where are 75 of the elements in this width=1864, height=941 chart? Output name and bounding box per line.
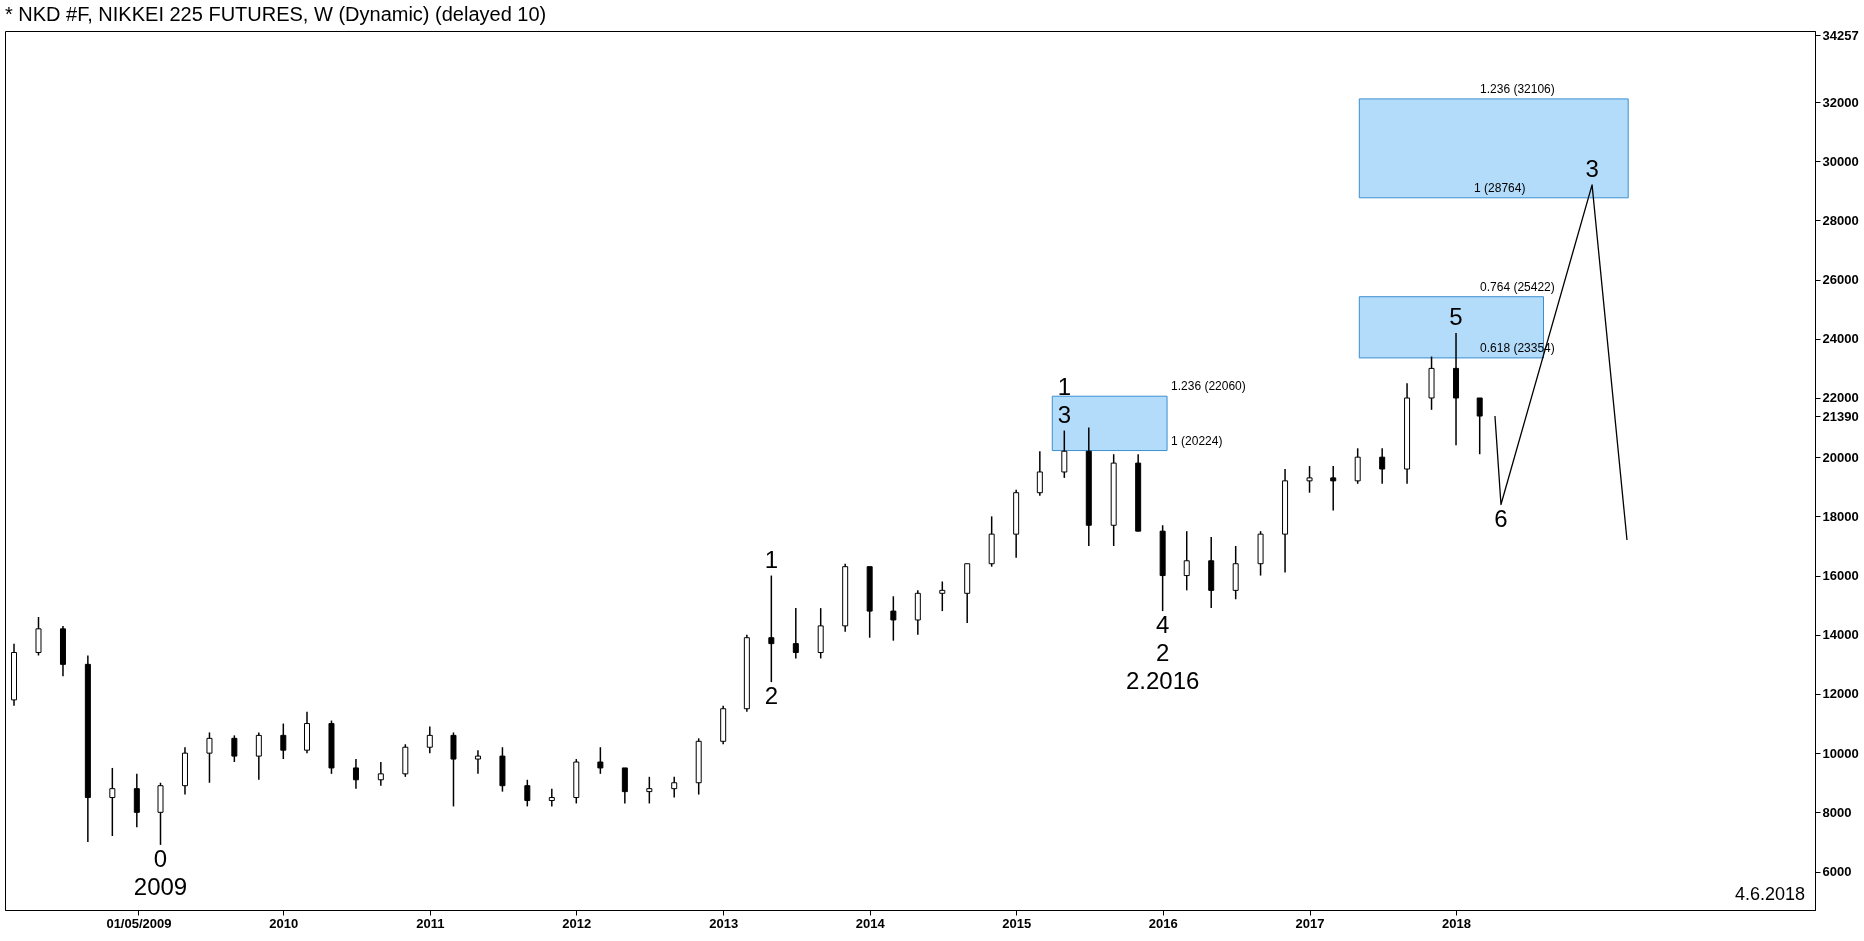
annotation: 2009 — [133, 872, 188, 900]
candlestick — [450, 731, 457, 808]
annotation: 2.2016 — [1125, 667, 1200, 695]
annotation: 1.236 (32106) — [1480, 81, 1555, 96]
candlestick — [1183, 530, 1190, 592]
candlestick — [255, 731, 262, 781]
y-tick-label: 20000 — [1822, 449, 1859, 465]
y-tick-label: 16000 — [1822, 568, 1859, 584]
x-tick-label: 2012 — [562, 915, 592, 931]
candlestick — [671, 776, 678, 799]
y-tick-label: 24000 — [1822, 331, 1859, 347]
y-tick-label: 30000 — [1822, 153, 1859, 169]
candlestick — [890, 595, 897, 642]
candlestick — [646, 776, 653, 805]
x-tick-label: 2015 — [1002, 915, 1032, 931]
candlestick — [548, 787, 555, 808]
candlestick — [1379, 447, 1386, 485]
annotation: 4 — [1155, 611, 1170, 639]
y-tick-label: 14000 — [1822, 627, 1859, 643]
y-tick-label: 26000 — [1822, 272, 1859, 288]
y-tick-label: 32000 — [1822, 94, 1859, 110]
x-tick-label: 2011 — [416, 915, 445, 931]
annotation: 1 — [1057, 372, 1071, 400]
candlestick — [426, 725, 433, 754]
candlestick — [1476, 397, 1483, 455]
y-tick-label: 34257 — [1822, 27, 1859, 43]
candlestick — [231, 734, 238, 763]
annotation: 4.6.2018 — [1734, 884, 1805, 904]
candlestick — [621, 767, 628, 805]
candlestick — [1330, 465, 1337, 512]
chart-title: * NKD #F, NIKKEI 225 FUTURES, W (Dynamic) (delayed 10) — [5, 3, 547, 26]
annotation: 5 — [1449, 302, 1463, 330]
x-tick-label: 2014 — [855, 915, 886, 931]
annotation: 3 — [1057, 400, 1071, 428]
candlestick — [280, 722, 287, 760]
candlestick — [133, 773, 140, 828]
candlestick — [768, 574, 775, 683]
annotation: 6 — [1494, 504, 1508, 532]
candlestick — [792, 607, 799, 660]
candlestick — [524, 779, 531, 808]
annotation: 1 (28764) — [1474, 180, 1526, 195]
candlestick — [35, 616, 42, 657]
annotation: 2 — [1155, 639, 1170, 667]
candlestick — [352, 758, 359, 790]
annotation: 0.764 (25422) — [1480, 279, 1555, 294]
y-tick-label: 28000 — [1822, 212, 1859, 228]
annotation: 1.236 (22060) — [1171, 379, 1246, 394]
y-tick-label: 18000 — [1822, 508, 1859, 524]
candlestick — [206, 731, 213, 784]
annotation: 1 — [764, 545, 779, 573]
annotation: 1 (20224) — [1171, 433, 1223, 448]
candlestick — [377, 761, 384, 787]
annotation: 3 — [1585, 154, 1599, 182]
candlestick — [1354, 447, 1361, 485]
x-tick-label: 2010 — [269, 915, 299, 931]
y-tick-label: 21390 — [1822, 408, 1859, 424]
candlestick — [109, 767, 116, 837]
candlestick — [1306, 465, 1313, 494]
candlestick — [1036, 450, 1043, 497]
candlestick — [939, 580, 946, 612]
candlestick — [474, 749, 481, 775]
annotation: 0 — [153, 844, 168, 872]
y-tick-label: 8000 — [1822, 804, 1852, 820]
x-tick-label: 01/05/2009 — [106, 915, 172, 931]
annotation: 2 — [764, 682, 779, 710]
y-tick-label: 12000 — [1822, 686, 1859, 702]
x-tick-label: 2017 — [1295, 915, 1325, 931]
y-tick-label: 10000 — [1822, 745, 1859, 761]
candlestick — [1061, 429, 1068, 479]
x-tick-label: 2013 — [709, 915, 739, 931]
y-tick-label: 6000 — [1822, 864, 1852, 880]
x-tick-label: 2016 — [1148, 915, 1178, 931]
x-tick-label: 2018 — [1442, 915, 1471, 931]
candlestick — [597, 746, 604, 775]
y-tick-label: 22000 — [1822, 390, 1859, 406]
